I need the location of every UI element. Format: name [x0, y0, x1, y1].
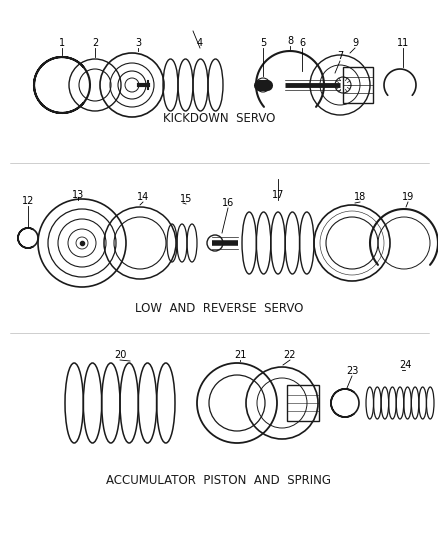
Text: 17: 17 — [271, 190, 283, 200]
Bar — [342, 67, 372, 103]
Text: 3: 3 — [134, 38, 141, 48]
Text: 15: 15 — [180, 194, 192, 204]
Text: 13: 13 — [72, 190, 84, 200]
Text: 19: 19 — [401, 192, 413, 202]
Text: 1: 1 — [59, 38, 65, 48]
Text: 16: 16 — [221, 198, 233, 208]
Text: 4: 4 — [197, 38, 203, 48]
Text: 5: 5 — [259, 38, 265, 48]
Bar — [286, 385, 318, 421]
Text: 20: 20 — [113, 350, 126, 360]
Text: 18: 18 — [353, 192, 365, 202]
Text: 11: 11 — [396, 38, 408, 48]
Text: 21: 21 — [233, 350, 246, 360]
Text: ACCUMULATOR  PISTON  AND  SPRING: ACCUMULATOR PISTON AND SPRING — [106, 474, 331, 488]
Text: 23: 23 — [345, 366, 357, 376]
Text: 14: 14 — [137, 192, 149, 202]
Text: 7: 7 — [336, 51, 343, 61]
Text: 8: 8 — [286, 36, 293, 46]
Text: 2: 2 — [92, 38, 98, 48]
Text: 24: 24 — [398, 360, 410, 370]
Text: KICKDOWN  SERVO: KICKDOWN SERVO — [162, 111, 275, 125]
Text: 9: 9 — [351, 38, 357, 48]
Text: 22: 22 — [283, 350, 296, 360]
Text: LOW  AND  REVERSE  SERVO: LOW AND REVERSE SERVO — [134, 302, 303, 314]
Text: 6: 6 — [298, 38, 304, 48]
Text: 12: 12 — [22, 196, 34, 206]
